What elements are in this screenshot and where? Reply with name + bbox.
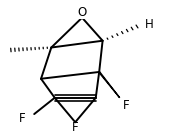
Text: F: F — [72, 121, 78, 134]
Text: H: H — [144, 18, 153, 31]
Polygon shape — [99, 72, 120, 98]
Text: F: F — [123, 99, 130, 112]
Text: F: F — [19, 112, 25, 125]
Text: O: O — [77, 6, 87, 19]
